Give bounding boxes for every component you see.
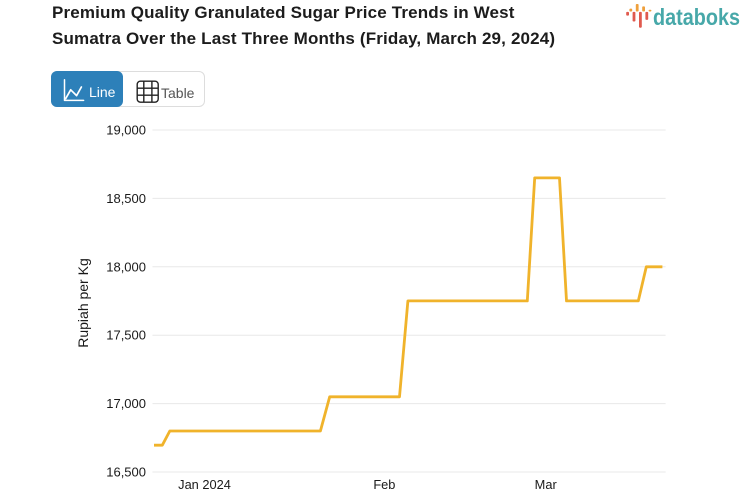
svg-text:17,500: 17,500 <box>106 328 146 343</box>
svg-text:Feb: Feb <box>373 477 395 492</box>
svg-text:16,500: 16,500 <box>106 465 146 480</box>
svg-text:18,000: 18,000 <box>106 259 146 274</box>
svg-text:18,500: 18,500 <box>106 191 146 206</box>
svg-text:19,000: 19,000 <box>106 123 146 138</box>
svg-text:databoks: databoks <box>653 4 740 30</box>
svg-text:Rupiah per Kg: Rupiah per Kg <box>75 258 91 348</box>
svg-text:Mar: Mar <box>535 477 558 492</box>
svg-text:Jan 2024: Jan 2024 <box>178 477 231 492</box>
svg-text:17,000: 17,000 <box>106 396 146 411</box>
